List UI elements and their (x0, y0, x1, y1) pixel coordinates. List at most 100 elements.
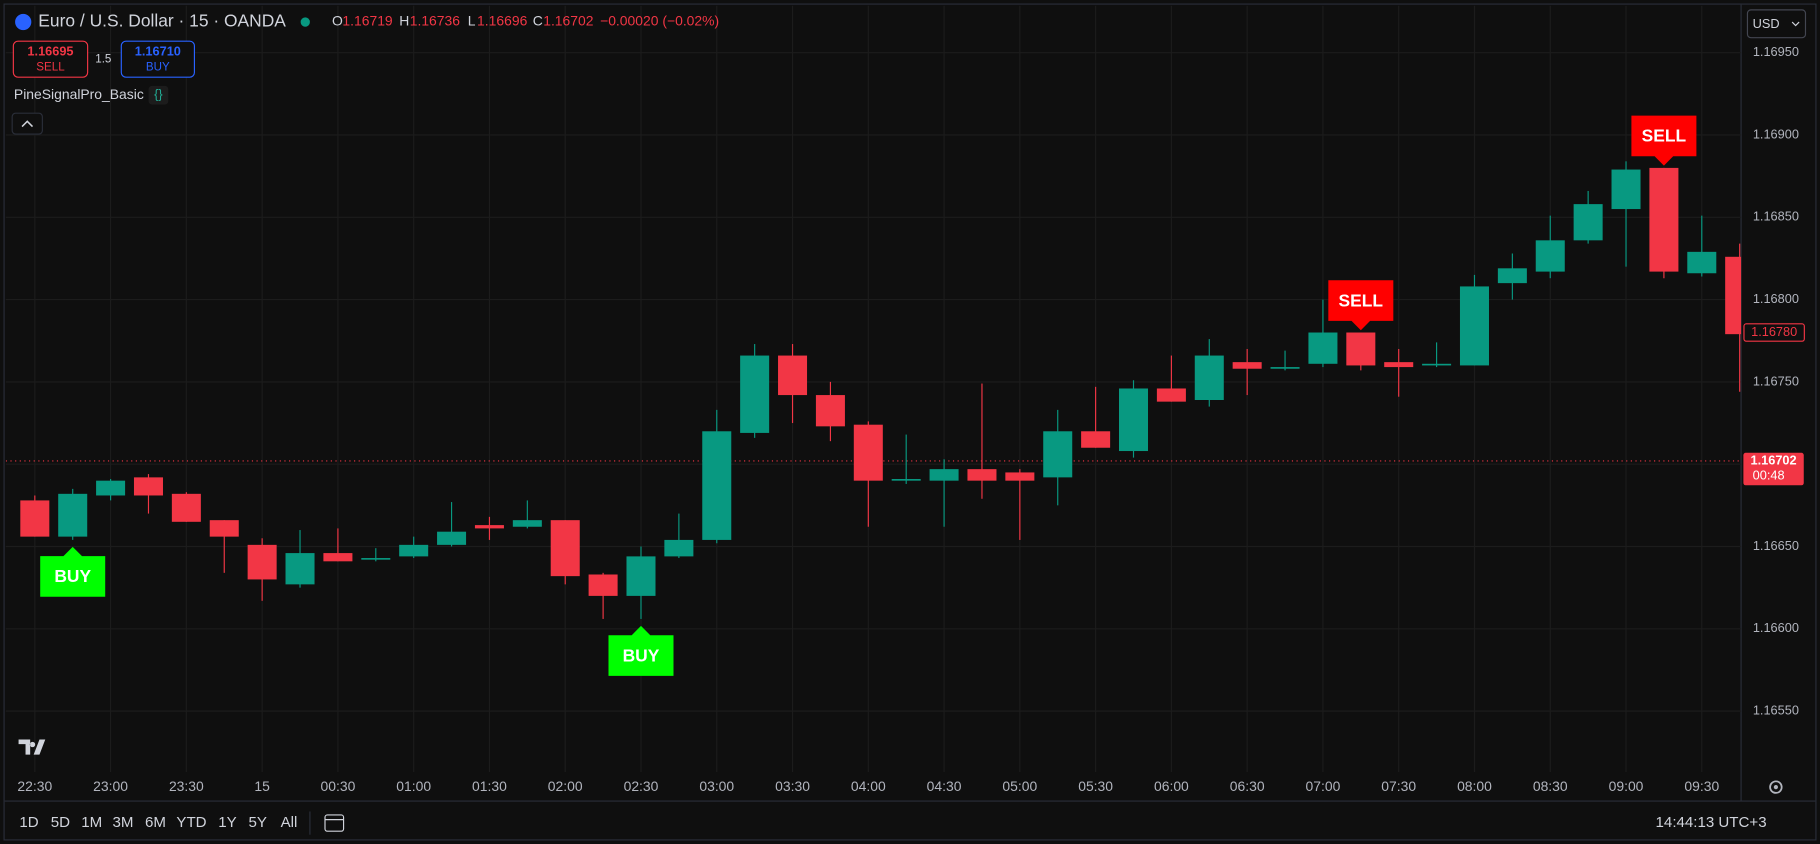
timeframe-button[interactable]: All (281, 814, 298, 831)
candle-body (1649, 167, 1679, 272)
buy-button[interactable]: 1.16710 BUY (120, 40, 195, 78)
candle-body (1384, 362, 1414, 368)
marker-price-label: 1.16780 (1751, 324, 1797, 339)
candle (1346, 332, 1376, 371)
candle (1649, 167, 1679, 279)
x-tick-label: 02:30 (624, 778, 659, 794)
candle-body (1725, 256, 1742, 335)
candle (399, 536, 429, 559)
candle-body (133, 477, 163, 496)
candle (323, 528, 353, 562)
indicator-badge: {} (154, 87, 163, 102)
symbol-icon (15, 13, 32, 31)
sell-button-box[interactable] (12, 40, 89, 78)
clock[interactable]: 14:44:13 UTC+3 (1656, 814, 1767, 831)
candle-body (588, 574, 618, 596)
timeframe-button[interactable]: 1D (19, 814, 38, 831)
candle-body (1687, 251, 1717, 274)
candle-body (1194, 355, 1224, 401)
candle (702, 409, 732, 544)
candle (588, 572, 618, 619)
candle (209, 520, 239, 573)
candle (1270, 350, 1300, 371)
candle (96, 479, 126, 501)
sell-label[interactable]: SELL (36, 60, 65, 73)
candle-body (1232, 362, 1262, 369)
y-tick-label: 1.16900 (1753, 126, 1799, 141)
candle-body (702, 431, 732, 540)
timeframe-button[interactable]: 1Y (218, 814, 236, 831)
candle-body (1422, 363, 1452, 366)
timeframe-button[interactable]: 5Y (248, 814, 266, 831)
candle-body (1459, 286, 1489, 366)
signal-label: SELL (1328, 280, 1394, 331)
collapse-button[interactable] (11, 112, 43, 135)
ohlc-value: 1.16696 (477, 13, 528, 29)
sell-price[interactable]: 1.16695 (27, 44, 73, 59)
candle-body (626, 556, 656, 596)
timeframe-button[interactable]: YTD (176, 814, 206, 831)
symbol-title[interactable]: Euro / U.S. Dollar · 15 · OANDA (38, 11, 286, 31)
y-tick-label: 1.16600 (1753, 620, 1799, 635)
candle (58, 488, 88, 540)
currency-label[interactable]: USD (1753, 16, 1780, 31)
candle-body (323, 553, 353, 562)
frame (3, 3, 1817, 841)
buy-price[interactable]: 1.16710 (135, 44, 181, 59)
candle-body (96, 480, 126, 496)
candle (1687, 215, 1717, 277)
candle (20, 495, 50, 537)
candle (1043, 409, 1073, 506)
candle (1611, 161, 1641, 267)
x-tick-label: 06:30 (1230, 778, 1265, 794)
candle (1459, 274, 1489, 366)
candle-body (1611, 169, 1641, 210)
buy-button-box[interactable] (120, 40, 195, 78)
x-tick-label: 05:00 (1002, 778, 1037, 794)
indicator-badge-box (148, 85, 169, 105)
signal-box (1631, 115, 1697, 166)
candle-body (1270, 367, 1300, 369)
timeframe-button[interactable]: 1M (81, 814, 102, 831)
last-price-label: 1.16702 (1751, 452, 1797, 467)
calendar-icon[interactable] (324, 814, 345, 832)
candle (285, 530, 315, 588)
signal-label: BUY (40, 546, 106, 597)
indicator-name[interactable]: PineSignalPro_Basic (14, 86, 144, 102)
ohlc-key: L (468, 13, 476, 29)
signal-text: BUY (54, 566, 91, 586)
candle-body (550, 520, 580, 577)
x-tick-label: 08:00 (1457, 778, 1492, 794)
currency-button[interactable] (1746, 9, 1807, 39)
buy-label[interactable]: BUY (146, 60, 170, 73)
countdown: 00:48 (1753, 467, 1785, 482)
candle-body (1308, 332, 1338, 364)
timeframe-button[interactable]: 3M (113, 814, 134, 831)
signal-text: BUY (623, 645, 660, 665)
candle (1118, 380, 1149, 458)
sell-button[interactable]: 1.16695 SELL (12, 40, 89, 78)
y-tick-label: 1.16850 (1753, 209, 1799, 224)
candle-body (58, 493, 88, 537)
candle (626, 546, 656, 619)
candle-body (437, 531, 467, 545)
timeframe-button[interactable]: 5D (51, 814, 70, 831)
candle (1232, 348, 1262, 396)
x-tick-label: 03:00 (699, 778, 734, 794)
y-tick-label: 1.16950 (1753, 44, 1799, 59)
date-range-button[interactable] (324, 814, 345, 832)
candle (1422, 342, 1452, 368)
x-tick-label: 05:30 (1078, 778, 1113, 794)
candle (1573, 190, 1603, 244)
candle (853, 421, 883, 527)
candle (1156, 355, 1186, 402)
timeframe-button[interactable]: 6M (145, 814, 166, 831)
candle-body (1156, 388, 1186, 402)
signal-box (1328, 280, 1394, 331)
candle (133, 474, 163, 514)
x-tick-label: 09:00 (1609, 778, 1644, 794)
settings-button[interactable] (1769, 780, 1783, 794)
candle-body (20, 500, 50, 537)
candle-body (247, 544, 277, 580)
